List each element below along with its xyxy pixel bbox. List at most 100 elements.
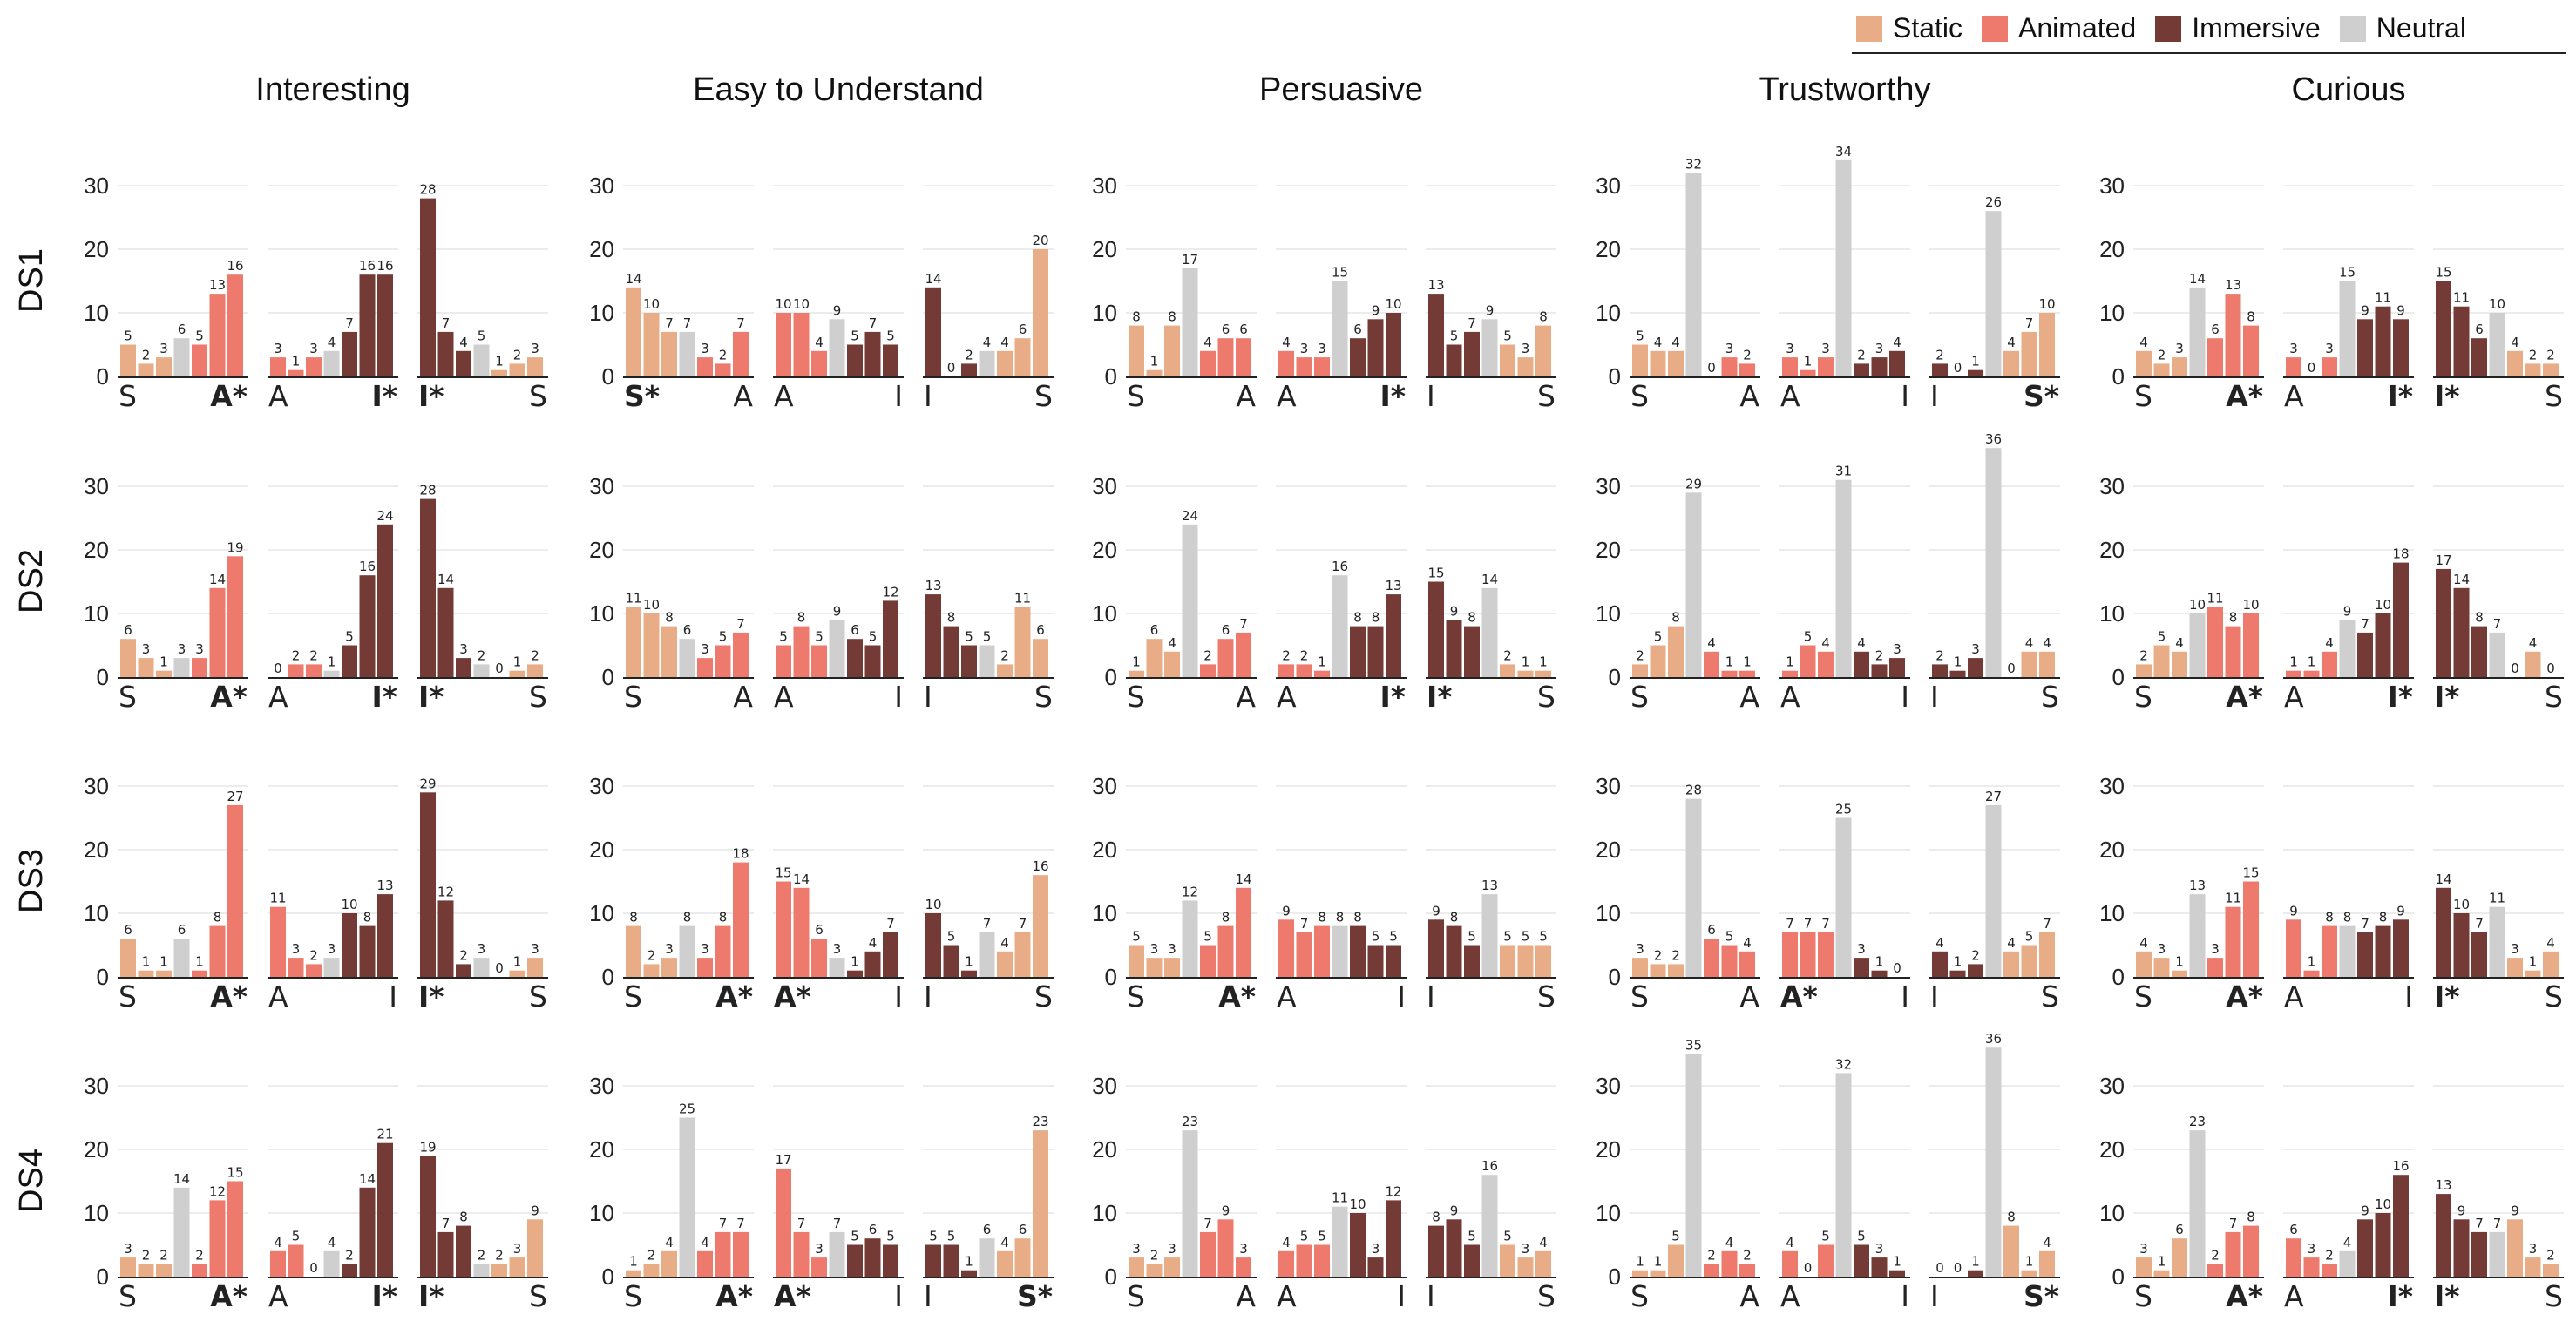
- data-label: 5: [965, 629, 973, 645]
- data-label: 14: [2435, 871, 2451, 887]
- data-label: 1: [1654, 1254, 1663, 1270]
- endpoint-label-start: A: [268, 979, 288, 1013]
- data-label: 0: [2546, 661, 2555, 676]
- y-tick-label: 30: [1092, 473, 1117, 499]
- data-label: 6: [1353, 322, 1362, 337]
- y-tick-label: 10: [2099, 300, 2125, 326]
- bar: [811, 645, 827, 677]
- endpoint-label-start: I*: [418, 979, 444, 1013]
- bar: [192, 1264, 207, 1277]
- y-tick-label: 20: [1596, 837, 1621, 863]
- data-label: 3: [1522, 1241, 1530, 1257]
- data-label: 7: [442, 315, 451, 331]
- bar: [456, 350, 471, 376]
- endpoint-label-end: A: [1236, 1279, 1256, 1313]
- y-tick-label: 30: [84, 1073, 109, 1099]
- bar: [1129, 670, 1144, 677]
- data-label: 5: [779, 629, 788, 645]
- bar: [342, 1264, 357, 1277]
- bar: [2322, 925, 2337, 977]
- bar: [1632, 664, 1648, 677]
- data-label: 25: [1835, 802, 1852, 817]
- data-label: 6: [1019, 322, 1027, 337]
- y-tick-label: 10: [1092, 1200, 1117, 1226]
- bar: [2471, 626, 2487, 677]
- bar: [1632, 1270, 1648, 1277]
- bar: [1721, 1250, 1738, 1277]
- data-label: 2: [647, 1247, 656, 1263]
- data-label: 9: [2343, 603, 2352, 619]
- bar: [1968, 1270, 1983, 1277]
- bar: [2375, 613, 2391, 677]
- bar: [961, 645, 977, 677]
- data-label: 2: [345, 1247, 354, 1263]
- bar: [715, 363, 731, 376]
- data-label: 6: [683, 622, 692, 638]
- data-label: 14: [793, 871, 810, 887]
- data-label: 10: [1385, 296, 1401, 312]
- data-label: 20: [1032, 233, 1048, 248]
- legend-label: Static: [1893, 12, 1963, 44]
- data-label: 2: [292, 647, 301, 663]
- bar: [227, 804, 243, 977]
- bar: [306, 964, 322, 977]
- bar: [793, 1231, 810, 1277]
- data-label: 8: [1168, 309, 1176, 325]
- data-label: 9: [2396, 903, 2405, 918]
- data-label: 1: [195, 954, 204, 970]
- bar: [925, 1244, 941, 1277]
- data-label: 6: [1222, 622, 1230, 638]
- bar: [359, 274, 376, 376]
- y-tick-label: 20: [84, 1136, 109, 1162]
- bar: [2039, 1250, 2055, 1277]
- data-label: 4: [1821, 635, 1830, 651]
- data-label: 12: [1385, 1183, 1401, 1199]
- bar: [1033, 249, 1048, 376]
- bar: [1889, 350, 1905, 376]
- bar: [1146, 639, 1163, 677]
- column-title: Interesting: [255, 71, 410, 108]
- bar: [473, 344, 490, 376]
- data-label: 6: [2211, 322, 2220, 337]
- bar: [979, 932, 995, 977]
- endpoint-label-start: S: [119, 379, 137, 413]
- bar: [1164, 1257, 1180, 1277]
- legend-item-neutral: Neutral: [2339, 12, 2466, 44]
- data-label: 3: [1893, 641, 1901, 657]
- bar: [829, 958, 845, 977]
- data-label: 3: [665, 941, 674, 957]
- bar: [1182, 1130, 1198, 1277]
- data-label: 9: [833, 302, 842, 318]
- bar: [793, 313, 810, 376]
- data-label: 10: [2375, 1196, 2391, 1212]
- bar: [1146, 958, 1163, 977]
- bar: [1481, 587, 1498, 677]
- y-tick-label: 30: [1092, 773, 1117, 799]
- bar: [925, 594, 941, 677]
- endpoint-label-end: S: [1034, 379, 1053, 413]
- data-label: 2: [1671, 947, 1680, 963]
- y-tick-label: 30: [1596, 473, 1621, 499]
- bar: [1464, 331, 1480, 376]
- data-label: 0: [1893, 960, 1901, 976]
- endpoint-label-start: A: [268, 680, 288, 714]
- column-title: Trustworthy: [1759, 71, 1930, 108]
- data-label: 2: [142, 347, 151, 363]
- data-label: 2: [531, 647, 539, 663]
- legend-item-immersive: Immersive: [2155, 12, 2321, 44]
- bar: [1854, 651, 1869, 677]
- y-tick-label: 20: [1596, 537, 1621, 563]
- bar: [1314, 357, 1330, 376]
- y-tick-label: 0: [1609, 1264, 1621, 1290]
- endpoint-label-start: S: [1630, 979, 1649, 1013]
- column-title: Easy to Understand: [693, 71, 984, 108]
- bar: [209, 1200, 226, 1277]
- data-label: 2: [719, 347, 728, 363]
- bar: [2189, 894, 2206, 977]
- data-label: 2: [309, 947, 318, 963]
- data-label: 1: [851, 954, 859, 970]
- bar: [2453, 587, 2470, 677]
- data-label: 18: [2392, 546, 2409, 562]
- bar: [2136, 951, 2152, 977]
- data-label: 13: [1385, 578, 1401, 593]
